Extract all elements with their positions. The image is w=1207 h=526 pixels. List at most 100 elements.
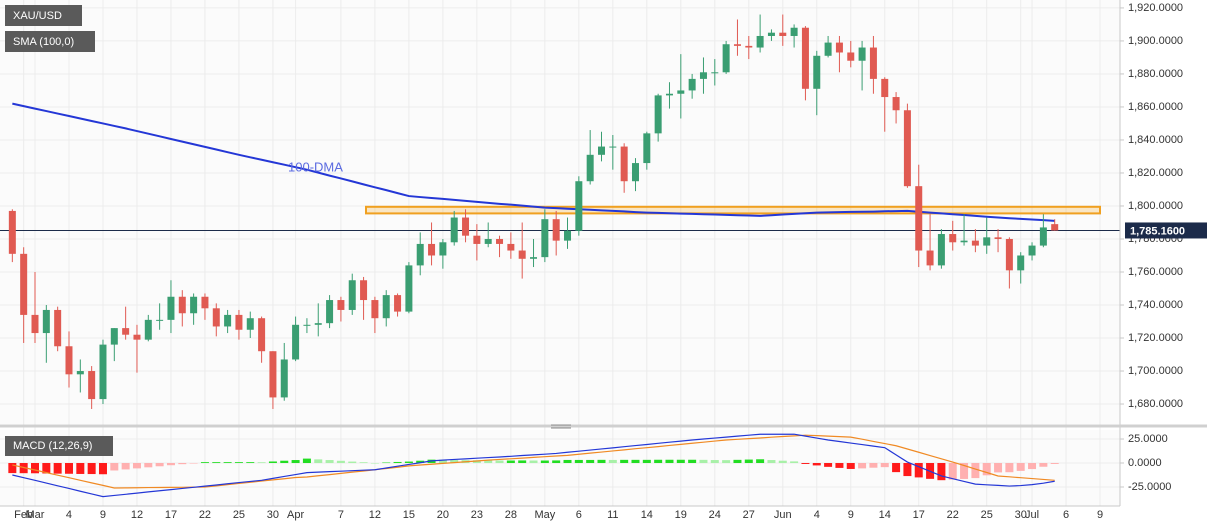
x-tick-label: 14 xyxy=(641,509,653,521)
histogram-bar xyxy=(382,462,391,464)
x-tick-label: 27 xyxy=(743,509,755,521)
candle-body xyxy=(858,47,866,61)
candle-body xyxy=(54,309,62,347)
y-tick-label: 1,800.0000 xyxy=(1128,200,1183,212)
y-tick-label: 1,740.0000 xyxy=(1128,299,1183,311)
histogram-bar xyxy=(744,459,753,464)
histogram-bar xyxy=(654,459,663,464)
histogram-bar xyxy=(608,459,617,464)
histogram-bar xyxy=(234,462,243,464)
candle-body xyxy=(20,253,28,315)
x-tick-label: 11 xyxy=(607,509,618,521)
x-tick-label: 7 xyxy=(338,509,344,521)
candle-body xyxy=(326,300,334,324)
histogram-bar xyxy=(620,459,629,464)
y-tick-label: 1,860.0000 xyxy=(1128,101,1183,113)
histogram-bar xyxy=(756,459,765,464)
histogram-bar xyxy=(302,458,311,464)
histogram-bar xyxy=(438,459,447,464)
histogram-bar xyxy=(563,459,572,464)
candle-body xyxy=(439,242,447,256)
candle-body xyxy=(201,296,209,309)
candle-body xyxy=(575,181,583,231)
candle-body xyxy=(722,44,730,73)
histogram-bar xyxy=(121,463,130,470)
histogram-bar xyxy=(1050,463,1059,464)
histogram-bar xyxy=(110,463,119,471)
histogram-bar xyxy=(529,460,538,464)
histogram-bar xyxy=(132,463,141,469)
histogram-bar xyxy=(552,460,561,464)
x-tick-label: 22 xyxy=(947,509,959,521)
candle-body xyxy=(1051,224,1059,231)
candle-body xyxy=(801,27,809,89)
histogram-bar xyxy=(722,460,731,464)
marks xyxy=(0,14,1120,498)
histogram-bar xyxy=(87,463,96,475)
histogram-bar xyxy=(348,461,357,464)
candle-body xyxy=(813,55,821,89)
x-tick-label: Feb xyxy=(14,509,33,521)
histogram-bar xyxy=(416,460,425,464)
candle-body xyxy=(314,323,322,325)
annotation: 100-DMA xyxy=(288,159,343,174)
candle-body xyxy=(541,219,549,258)
histogram-bar xyxy=(506,460,515,464)
candle-body xyxy=(428,243,436,256)
histogram-bar xyxy=(1039,463,1048,467)
x-tick-label: 15 xyxy=(403,509,415,521)
histogram-bar xyxy=(631,459,640,464)
candle-body xyxy=(711,72,719,74)
histogram-bar xyxy=(42,463,51,474)
candle-body xyxy=(212,308,220,327)
candle-body xyxy=(677,90,685,94)
candle-body xyxy=(65,346,73,375)
histogram-bar xyxy=(178,463,187,465)
candle-body xyxy=(8,210,16,254)
candle-body xyxy=(665,93,673,96)
legend-box xyxy=(5,436,113,456)
histogram-bar xyxy=(971,463,980,479)
candle-body xyxy=(869,47,877,79)
legend-sma: SMA (100,0) xyxy=(13,36,74,48)
candle-body xyxy=(292,324,300,360)
candle-body xyxy=(779,32,787,36)
candle-body xyxy=(394,295,402,312)
sma-line xyxy=(12,102,1055,222)
macd-line xyxy=(12,433,1055,498)
histogram-bar xyxy=(166,463,175,466)
candle-body xyxy=(530,257,538,259)
histogram-bar xyxy=(914,463,923,478)
y-tick-label: 1,680.0000 xyxy=(1128,398,1183,410)
histogram-bar xyxy=(892,463,901,473)
histogram-bar xyxy=(710,460,719,464)
candle-body xyxy=(971,240,979,246)
histogram-bar xyxy=(98,463,107,475)
histogram-bar xyxy=(835,463,844,468)
histogram-bar xyxy=(200,462,209,464)
y-tick-label: 1,700.0000 xyxy=(1128,365,1183,377)
candle-body xyxy=(99,344,107,400)
histogram-bar xyxy=(699,459,708,464)
x-tick-label: 9 xyxy=(848,509,854,521)
histogram-bar xyxy=(484,460,493,464)
histogram-bar xyxy=(495,460,504,464)
candle-body xyxy=(382,295,390,319)
x-tick-label: 6 xyxy=(1063,509,1069,521)
candle-body xyxy=(960,240,968,243)
histogram-bar xyxy=(393,461,402,464)
histogram-bar xyxy=(801,463,810,464)
legend-macd: MACD (12,26,9) xyxy=(13,440,92,452)
signal-line xyxy=(12,434,1055,489)
histogram-bar xyxy=(64,463,73,474)
histogram-bar xyxy=(291,460,300,464)
candle-body xyxy=(790,27,798,36)
y-tick-label: 1,840.0000 xyxy=(1128,134,1183,146)
candle-body xyxy=(371,300,379,319)
histogram-bar xyxy=(223,462,232,464)
x-tick-label: 30 xyxy=(1015,509,1027,521)
histogram-bar xyxy=(189,463,198,464)
histogram-bar xyxy=(937,463,946,481)
candle-body xyxy=(756,35,764,48)
